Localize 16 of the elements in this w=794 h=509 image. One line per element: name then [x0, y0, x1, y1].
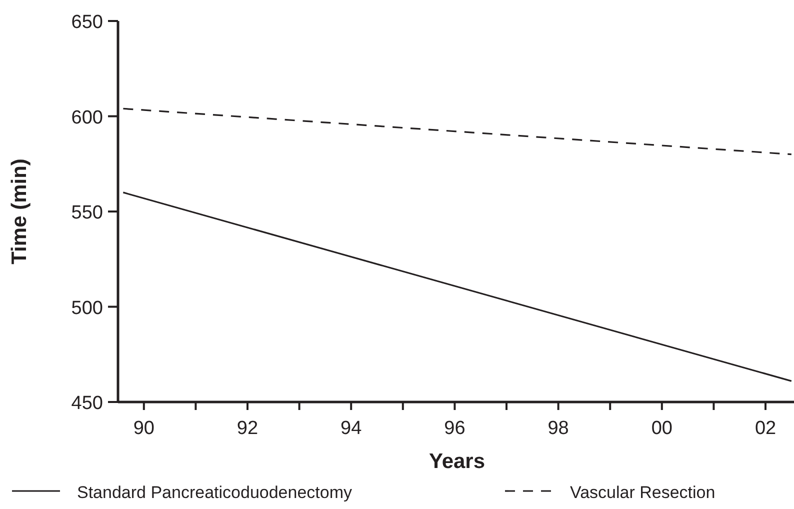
x-tick-label: 00	[651, 418, 672, 439]
x-axis-title: Years	[428, 450, 486, 473]
x-tick-label: 02	[754, 418, 776, 439]
y-tick-label: 450	[71, 393, 103, 414]
legend-label: Standard Pancreaticoduodenectomy	[77, 483, 353, 502]
y-tick-label: 550	[71, 202, 103, 224]
x-tick-label: 90	[133, 418, 154, 439]
x-tick-label: 98	[548, 418, 569, 439]
y-axis-title: Time (min)	[8, 158, 31, 264]
y-tick-label: 600	[71, 107, 103, 128]
legend-label: Vascular Resection	[570, 483, 716, 502]
x-tick-label: 96	[444, 418, 466, 439]
y-tick-label: 500	[71, 298, 103, 319]
x-tick-label: 94	[340, 418, 362, 439]
y-tick-label: 650	[71, 12, 103, 33]
x-tick-label: 92	[236, 418, 258, 439]
